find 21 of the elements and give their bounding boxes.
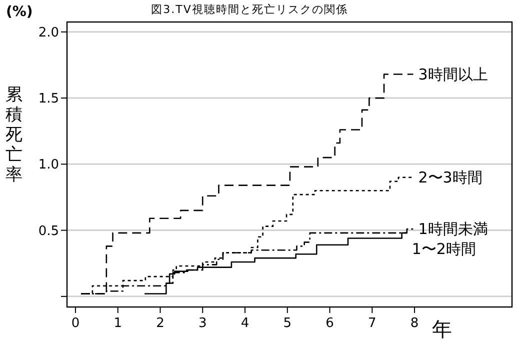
x-tick-label: 6 — [326, 316, 334, 331]
x-tick-label: 7 — [368, 316, 376, 331]
y-axis-title: 累積死亡率 — [6, 85, 22, 185]
series-label: 1時間未満 — [418, 220, 488, 238]
series-label: 2〜3時間 — [418, 168, 482, 187]
chart-title: 図3.TV視聴時間と死亡リスクの関係 — [151, 3, 348, 16]
x-tick-label: 4 — [240, 316, 250, 331]
series-label: 3時間以上 — [418, 65, 488, 84]
x-tick-label: 5 — [283, 316, 292, 331]
y-tick-label: 1.0 — [38, 158, 59, 173]
x-tick-label: 3 — [198, 316, 207, 331]
series-label: 1〜2時間 — [412, 240, 476, 258]
x-axis-title: 年 — [432, 317, 452, 341]
x-tick-label: 1 — [114, 316, 122, 331]
text: (%) — [6, 4, 33, 20]
x-tick-label: 8 — [410, 316, 419, 331]
y-tick-label: 2.0 — [38, 25, 59, 40]
y-tick-label: 1.5 — [38, 92, 59, 107]
y-tick-label: 0.5 — [38, 224, 59, 239]
x-tick-label: 0 — [71, 316, 80, 331]
x-tick-label: 2 — [156, 316, 164, 331]
